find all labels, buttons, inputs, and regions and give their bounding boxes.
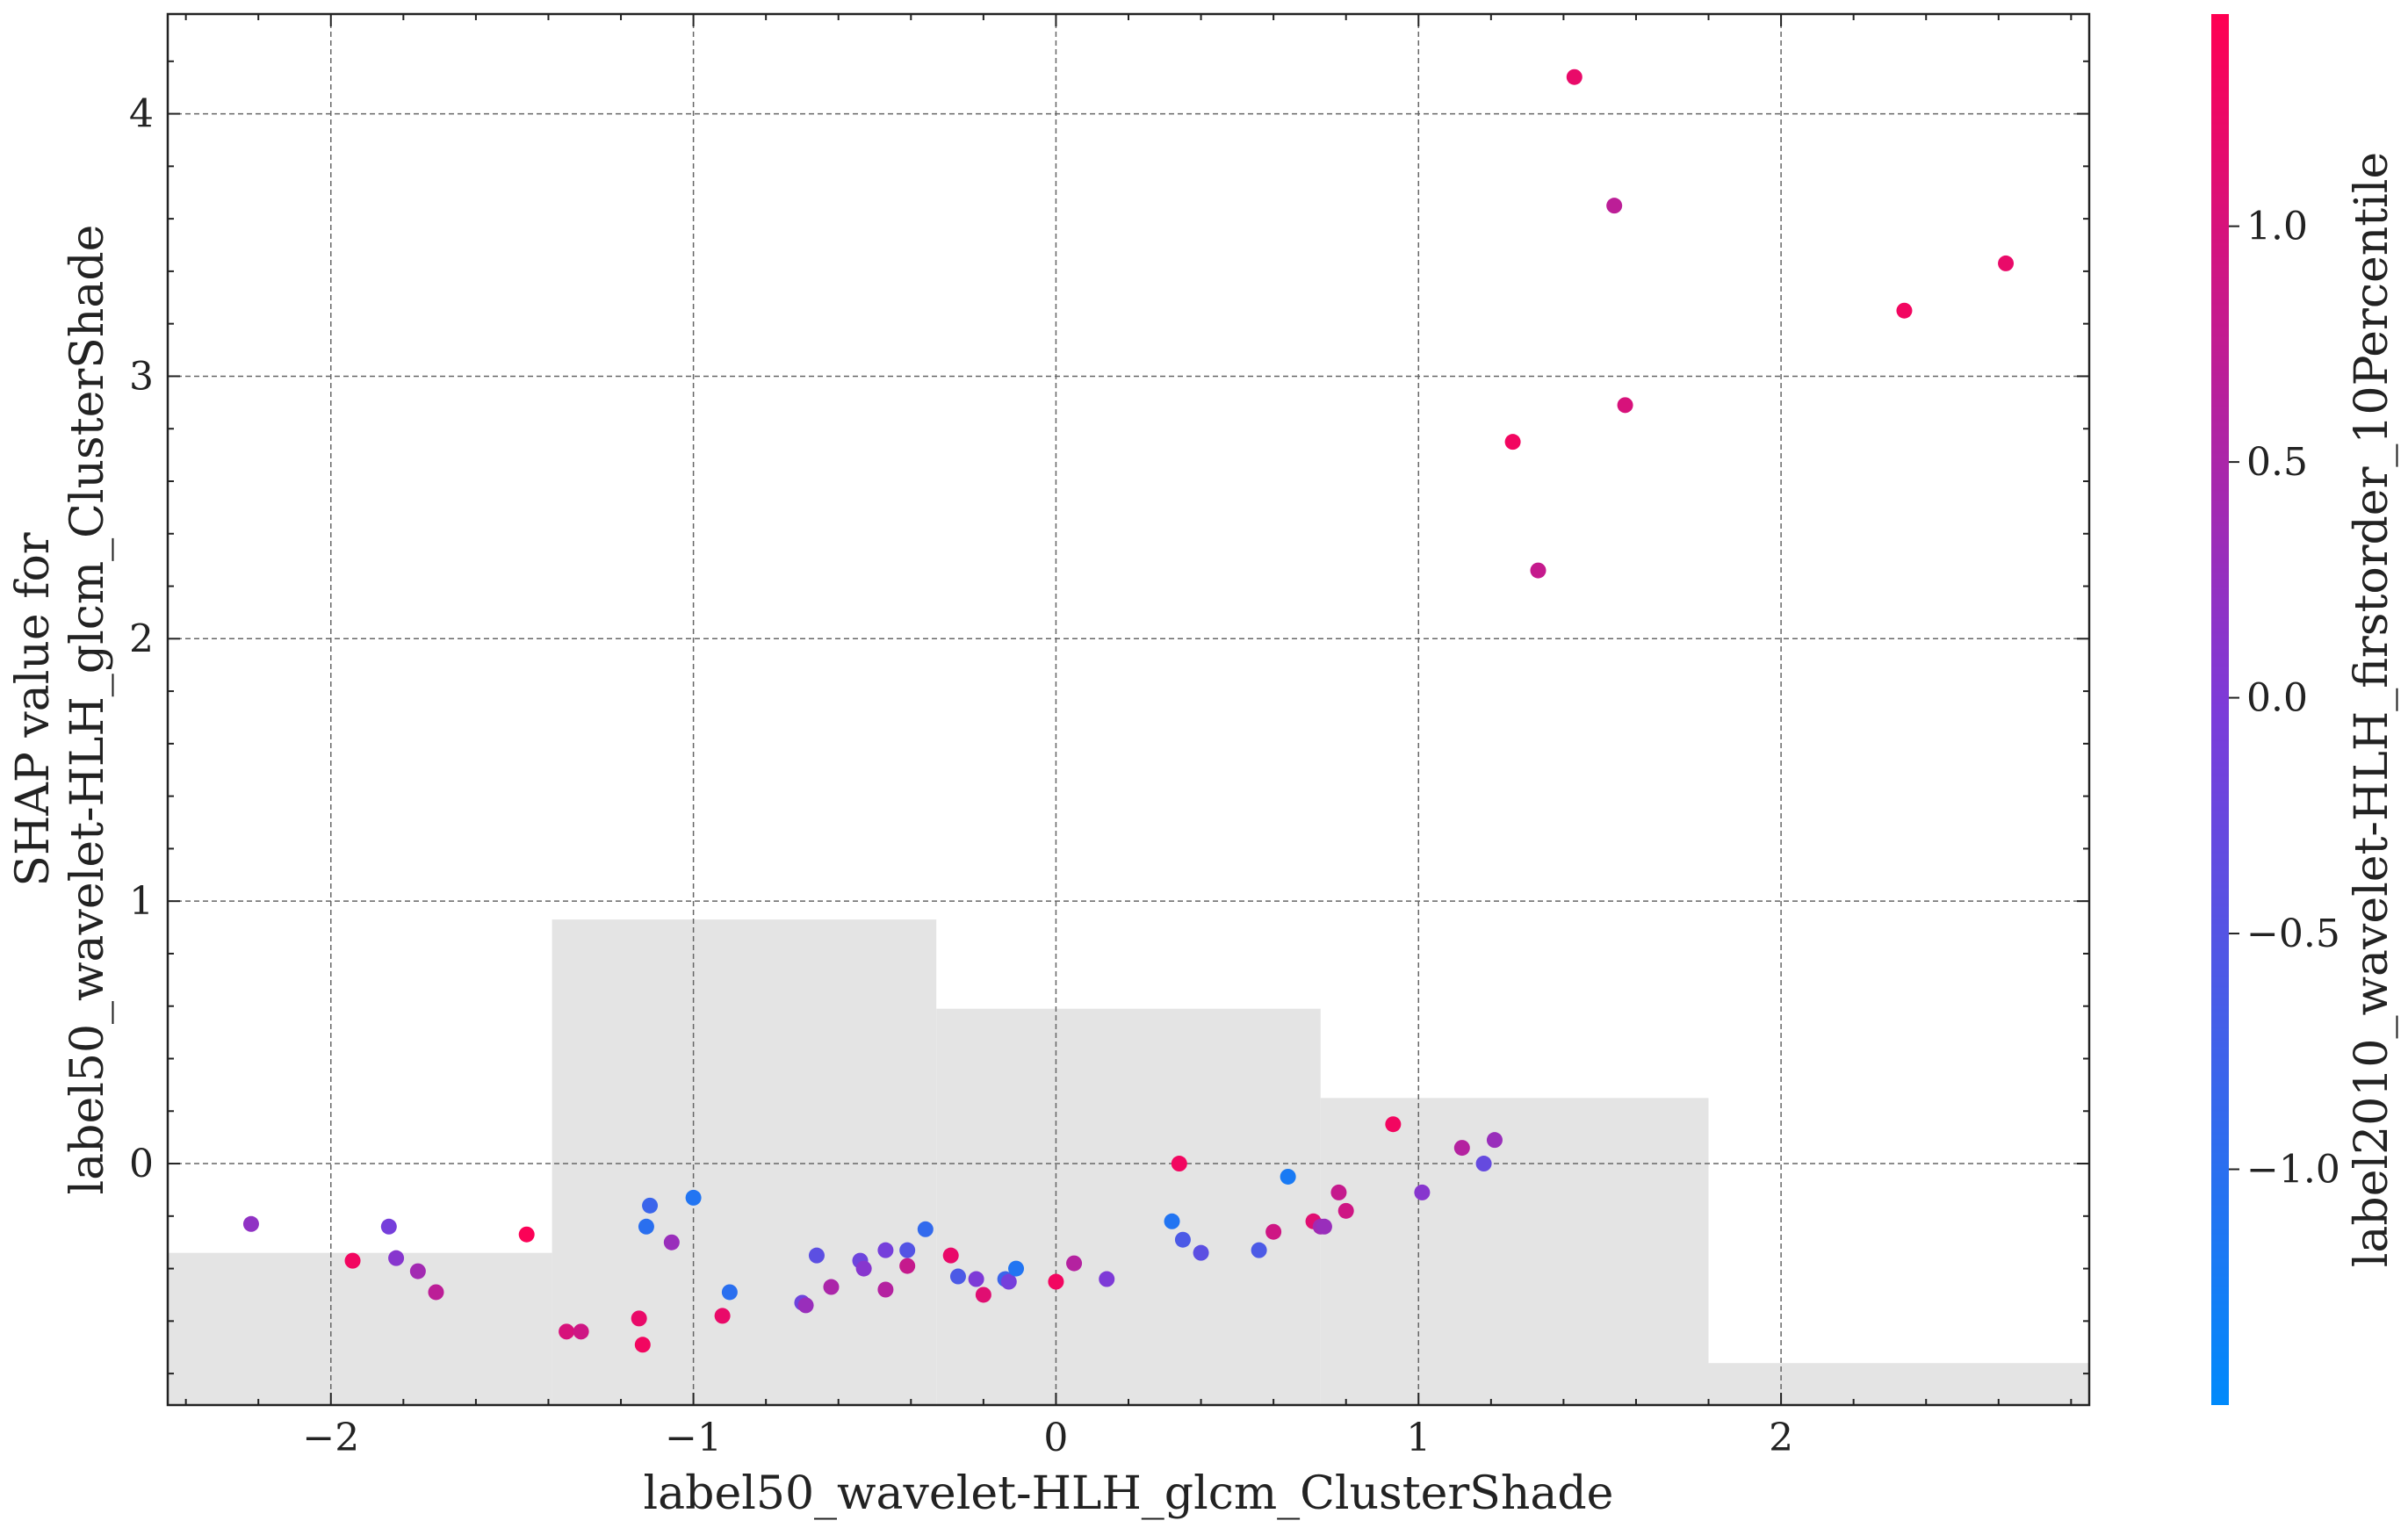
data-point	[899, 1258, 916, 1274]
data-point	[877, 1281, 894, 1298]
colorbar-tick-label: 0.0	[2246, 676, 2308, 721]
colorbar-tick-label: −0.5	[2246, 912, 2340, 956]
data-point	[1414, 1184, 1431, 1200]
x-tick-label: 2	[1769, 1416, 1793, 1460]
x-tick-label: −1	[665, 1416, 722, 1460]
x-axis-label: label50_wavelet-HLH_glcm_ClusterShade	[644, 1467, 1614, 1520]
data-point	[1504, 434, 1521, 450]
data-point	[242, 1215, 259, 1232]
data-point	[634, 1337, 651, 1353]
data-point	[855, 1260, 872, 1277]
data-point	[975, 1287, 991, 1303]
data-point	[409, 1263, 426, 1279]
data-point	[949, 1268, 966, 1285]
data-point	[642, 1197, 659, 1214]
data-point	[1316, 1218, 1332, 1235]
data-point	[797, 1297, 814, 1314]
y-axis-label-line-2: label50_wavelet-HLH_glcm_ClusterShade	[61, 225, 114, 1195]
data-point	[1530, 562, 1546, 579]
x-tick-labels: −2 −1 0 1 2	[302, 1416, 1793, 1460]
x-tick-label: 1	[1406, 1416, 1431, 1460]
data-point	[1475, 1156, 1492, 1172]
data-point	[1486, 1132, 1503, 1149]
data-point	[714, 1308, 731, 1324]
y-tick-label: 0	[129, 1142, 154, 1186]
histogram-bar	[168, 1252, 552, 1405]
data-point	[638, 1218, 654, 1235]
colorbar-label: label2010_wavelet-HLH_firstorder_10Perce…	[2346, 152, 2398, 1267]
feature-histogram	[168, 919, 2089, 1405]
histogram-bar	[1320, 1098, 1709, 1405]
data-point	[1453, 1140, 1470, 1157]
x-tick-label: −2	[302, 1416, 359, 1460]
data-point	[1998, 255, 2015, 271]
data-point	[1193, 1244, 1209, 1261]
y-tick-label: 3	[129, 354, 154, 399]
data-point	[1171, 1156, 1187, 1172]
histogram-bar	[552, 919, 937, 1405]
data-point	[1606, 198, 1623, 214]
data-point	[1164, 1213, 1180, 1229]
data-point	[1566, 68, 1583, 85]
data-point	[380, 1218, 397, 1235]
data-point	[823, 1279, 840, 1295]
data-point	[685, 1189, 702, 1206]
data-point	[721, 1284, 738, 1301]
data-point	[1251, 1242, 1267, 1258]
data-point	[344, 1252, 361, 1269]
data-point	[917, 1221, 934, 1237]
data-point	[1265, 1223, 1282, 1240]
data-point	[663, 1234, 680, 1251]
data-point	[573, 1323, 589, 1340]
data-point	[1280, 1168, 1296, 1185]
data-point	[1099, 1271, 1115, 1287]
data-point	[1617, 397, 1633, 414]
data-point	[631, 1310, 647, 1327]
data-point	[1337, 1202, 1354, 1219]
data-point	[1066, 1255, 1083, 1272]
data-point	[1048, 1273, 1064, 1290]
data-point	[808, 1247, 825, 1264]
data-point	[942, 1247, 959, 1264]
data-point	[1330, 1184, 1347, 1200]
y-tick-label: 2	[129, 616, 154, 661]
data-point	[968, 1271, 984, 1287]
colorbar-tick-label: 0.5	[2246, 440, 2308, 485]
data-point	[1896, 302, 1913, 319]
data-point	[1174, 1231, 1191, 1248]
axis-ticks	[168, 14, 2089, 1405]
data-point	[877, 1242, 894, 1258]
colorbar	[2211, 14, 2229, 1405]
scatter-points	[242, 68, 2015, 1353]
data-point	[388, 1250, 405, 1266]
colorbar-tick-label: −1.0	[2246, 1148, 2340, 1193]
data-point	[1385, 1116, 1402, 1133]
colorbar-tick-label: 1.0	[2246, 205, 2308, 249]
data-point	[518, 1226, 535, 1243]
colorbar-ticks: −1.0 −0.5 0.0 0.5 1.0	[2229, 205, 2340, 1193]
x-tick-label: 0	[1043, 1416, 1068, 1460]
data-point	[899, 1242, 916, 1258]
data-point	[428, 1284, 444, 1301]
data-point	[1008, 1260, 1025, 1277]
histogram-bar	[1708, 1363, 2089, 1405]
y-tick-label: 4	[129, 92, 154, 137]
data-point	[1000, 1273, 1017, 1290]
y-tick-label: 1	[129, 879, 154, 924]
y-axis-label-line-1: SHAP value for	[7, 532, 60, 886]
grid-lines	[168, 14, 2089, 1405]
data-point	[559, 1323, 575, 1340]
y-tick-labels: 0 1 2 3 4	[129, 92, 154, 1186]
histogram-bar	[936, 1008, 1321, 1405]
